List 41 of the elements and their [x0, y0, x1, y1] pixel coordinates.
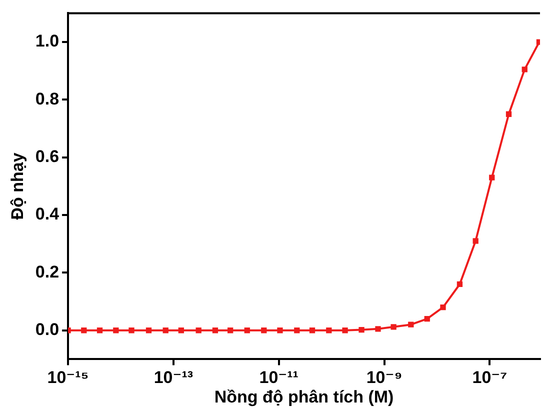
point	[96, 328, 103, 334]
y-tick-label: 1.0	[35, 32, 60, 51]
point	[408, 322, 414, 328]
point	[128, 328, 134, 334]
point	[294, 328, 300, 334]
point	[506, 111, 512, 117]
y-axis-title: Độ nhạy	[8, 152, 27, 220]
x-axis-title: Nồng độ phân tích (M)	[214, 387, 394, 406]
y-tick-label: 0.0	[35, 320, 60, 340]
point	[358, 326, 364, 333]
point	[212, 328, 218, 334]
y-tick-label: 0.4	[35, 204, 60, 224]
x-tick-label: 10⁻¹³	[154, 368, 194, 388]
y-tick-label: 0.6	[35, 147, 60, 166]
y-tick-label: 0.2	[35, 262, 60, 282]
point	[81, 328, 87, 334]
point	[342, 328, 348, 334]
x-tick-label: 10⁻¹⁵	[47, 368, 89, 388]
point	[440, 304, 446, 310]
x-tick-label: 10⁻⁹	[366, 368, 402, 388]
point	[456, 281, 463, 288]
point	[390, 324, 396, 330]
point	[113, 328, 119, 334]
point	[309, 328, 316, 334]
point	[228, 328, 234, 334]
point	[522, 66, 528, 72]
x-tick-label: 10⁻⁷	[472, 368, 508, 388]
point	[472, 238, 478, 244]
point	[178, 328, 184, 334]
point	[162, 328, 168, 334]
point	[326, 328, 332, 334]
x-tick-label: 10⁻¹¹	[259, 368, 299, 388]
point	[146, 328, 152, 334]
point	[261, 328, 267, 334]
point	[375, 326, 381, 332]
point	[424, 316, 430, 322]
point	[196, 328, 202, 334]
point	[277, 328, 283, 334]
y-tick-label: 0.8	[35, 89, 60, 108]
point	[489, 174, 495, 180]
point	[244, 328, 250, 334]
